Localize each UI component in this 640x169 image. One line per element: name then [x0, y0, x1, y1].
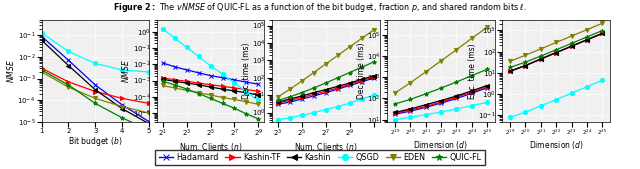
- Y-axis label: Dec. time (ms): Dec. time (ms): [241, 43, 250, 99]
- X-axis label: Dimension ($d$): Dimension ($d$): [413, 139, 468, 151]
- Y-axis label: $NMSE$: $NMSE$: [120, 59, 131, 83]
- Legend: Hadamard, Kashin-TF, Kashin, QSGD, EDEN, QUIC-FL: Hadamard, Kashin-TF, Kashin, QSGD, EDEN,…: [156, 150, 484, 165]
- X-axis label: Num. Clients ($n$): Num. Clients ($n$): [294, 141, 358, 153]
- Y-axis label: $NMSE$: $NMSE$: [5, 59, 16, 83]
- Y-axis label: Dec. time (ms): Dec. time (ms): [356, 43, 365, 99]
- X-axis label: Dimension ($d$): Dimension ($d$): [529, 139, 584, 151]
- Text: $\mathbf{Figure\ 2:}$ The $vNMSE$ of QUIC-FL as a function of the bit budget, fr: $\mathbf{Figure\ 2:}$ The $vNMSE$ of QUI…: [113, 1, 527, 14]
- X-axis label: Bit budget ($b$): Bit budget ($b$): [68, 135, 122, 148]
- Y-axis label: Enc. time (ms): Enc. time (ms): [468, 43, 477, 99]
- X-axis label: Num. Clients ($n$): Num. Clients ($n$): [179, 141, 243, 153]
